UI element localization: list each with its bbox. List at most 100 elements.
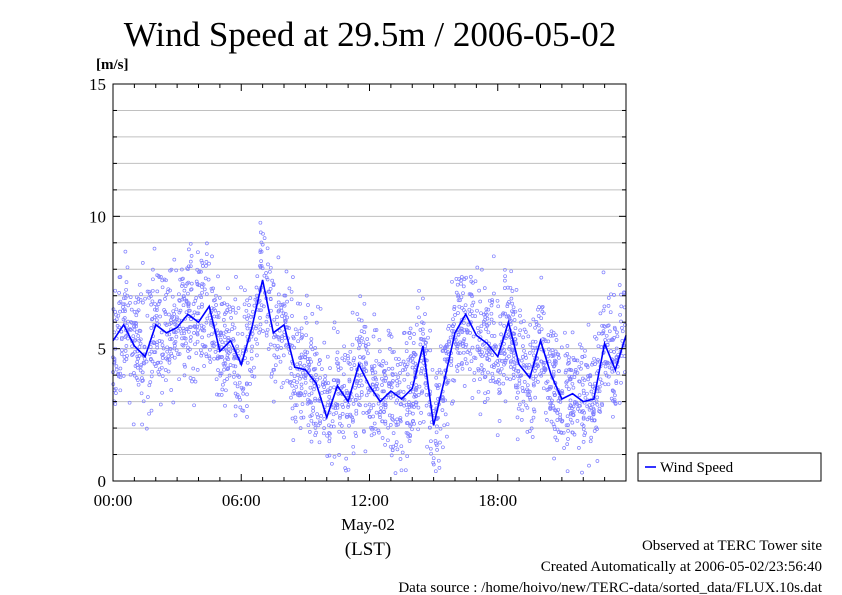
scatter-point xyxy=(120,348,124,353)
scatter-point xyxy=(602,304,607,309)
scatter-point xyxy=(227,304,232,309)
scatter-point xyxy=(578,342,582,347)
scatter-point xyxy=(545,379,550,384)
scatter-point xyxy=(472,378,476,382)
scatter-point xyxy=(275,343,280,348)
scatter-point xyxy=(394,440,399,444)
scatter-point xyxy=(507,332,511,337)
scatter-point xyxy=(371,414,375,419)
scatter-point xyxy=(293,403,298,408)
scatter-point xyxy=(582,433,587,438)
scatter-point xyxy=(183,284,188,288)
scatter-point xyxy=(496,378,501,382)
scatter-point xyxy=(165,357,170,362)
scatter-point xyxy=(484,327,488,332)
scatter-point xyxy=(463,303,468,308)
x-axis-timezone-label: (LST) xyxy=(345,539,391,560)
scatter-point xyxy=(441,395,445,400)
scatter-point xyxy=(327,439,332,444)
scatter-point xyxy=(581,415,586,420)
scatter-point xyxy=(274,304,279,309)
scatter-point xyxy=(204,264,208,268)
scatter-point xyxy=(524,356,528,360)
scatter-point xyxy=(196,305,201,310)
scatter-point xyxy=(261,231,265,236)
scatter-point xyxy=(160,343,165,348)
scatter-point xyxy=(423,381,428,386)
scatter-point xyxy=(416,393,421,397)
scatter-point xyxy=(122,292,127,297)
scatter-point xyxy=(448,335,453,340)
scatter-point xyxy=(194,279,199,284)
scatter-point xyxy=(309,413,314,418)
scatter-point xyxy=(354,393,359,398)
scatter-point xyxy=(585,404,590,409)
scatter-point xyxy=(476,389,481,394)
scatter-point xyxy=(451,324,455,329)
scatter-point xyxy=(138,341,143,346)
scatter-point xyxy=(255,353,259,358)
scatter-point xyxy=(346,467,351,472)
scatter-point xyxy=(380,383,384,387)
scatter-point xyxy=(327,389,332,394)
scatter-point xyxy=(132,324,137,329)
scatter-point xyxy=(588,439,593,444)
scatter-point xyxy=(248,382,252,386)
scatter-point xyxy=(518,308,522,313)
scatter-point xyxy=(495,433,500,438)
scatter-point xyxy=(507,300,511,304)
scatter-point xyxy=(414,383,418,387)
scatter-point xyxy=(334,357,339,361)
scatter-point xyxy=(114,364,119,368)
scatter-point xyxy=(372,431,377,436)
scatter-point xyxy=(405,454,410,459)
scatter-point xyxy=(565,379,569,384)
scatter-point xyxy=(317,362,321,366)
scatter-point xyxy=(531,407,536,412)
scatter-point xyxy=(296,339,300,344)
scatter-point xyxy=(548,386,552,391)
scatter-point xyxy=(219,355,224,360)
scatter-point xyxy=(207,354,212,359)
scatter-point xyxy=(475,265,480,270)
scatter-point xyxy=(317,440,322,445)
scatter-point xyxy=(531,339,535,344)
scatter-point xyxy=(416,405,421,410)
scatter-point xyxy=(346,405,350,409)
scatter-point xyxy=(159,330,164,335)
scatter-point xyxy=(533,378,538,383)
scatter-point xyxy=(147,295,151,300)
scatter-point xyxy=(306,360,310,364)
scatter-point xyxy=(444,382,449,386)
scatter-point xyxy=(435,384,440,388)
scatter-point xyxy=(370,425,375,430)
scatter-point xyxy=(220,387,225,392)
scatter-point xyxy=(541,360,546,365)
scatter-point xyxy=(598,311,603,316)
scatter-point xyxy=(226,338,230,342)
scatter-point xyxy=(173,340,178,344)
scatter-point xyxy=(239,285,243,290)
scatter-point xyxy=(240,332,245,336)
scatter-point xyxy=(288,380,293,384)
scatter-point xyxy=(470,396,475,400)
scatter-point xyxy=(383,403,388,407)
scatter-point xyxy=(525,383,530,388)
scatter-point xyxy=(181,294,186,299)
scatter-point xyxy=(222,363,227,368)
scatter-point xyxy=(605,343,610,347)
scatter-point xyxy=(303,373,308,378)
scatter-point xyxy=(335,330,340,334)
scatter-point xyxy=(480,354,484,359)
scatter-point xyxy=(170,314,175,319)
scatter-point xyxy=(511,372,516,377)
scatter-point xyxy=(616,371,620,376)
scatter-point xyxy=(237,380,242,385)
scatter-point xyxy=(124,287,128,292)
scatter-point xyxy=(489,311,494,316)
scatter-point xyxy=(398,371,402,375)
scatter-point xyxy=(434,443,439,448)
scatter-point xyxy=(491,321,496,325)
scatter-point xyxy=(156,274,161,278)
scatter-point xyxy=(461,284,466,289)
